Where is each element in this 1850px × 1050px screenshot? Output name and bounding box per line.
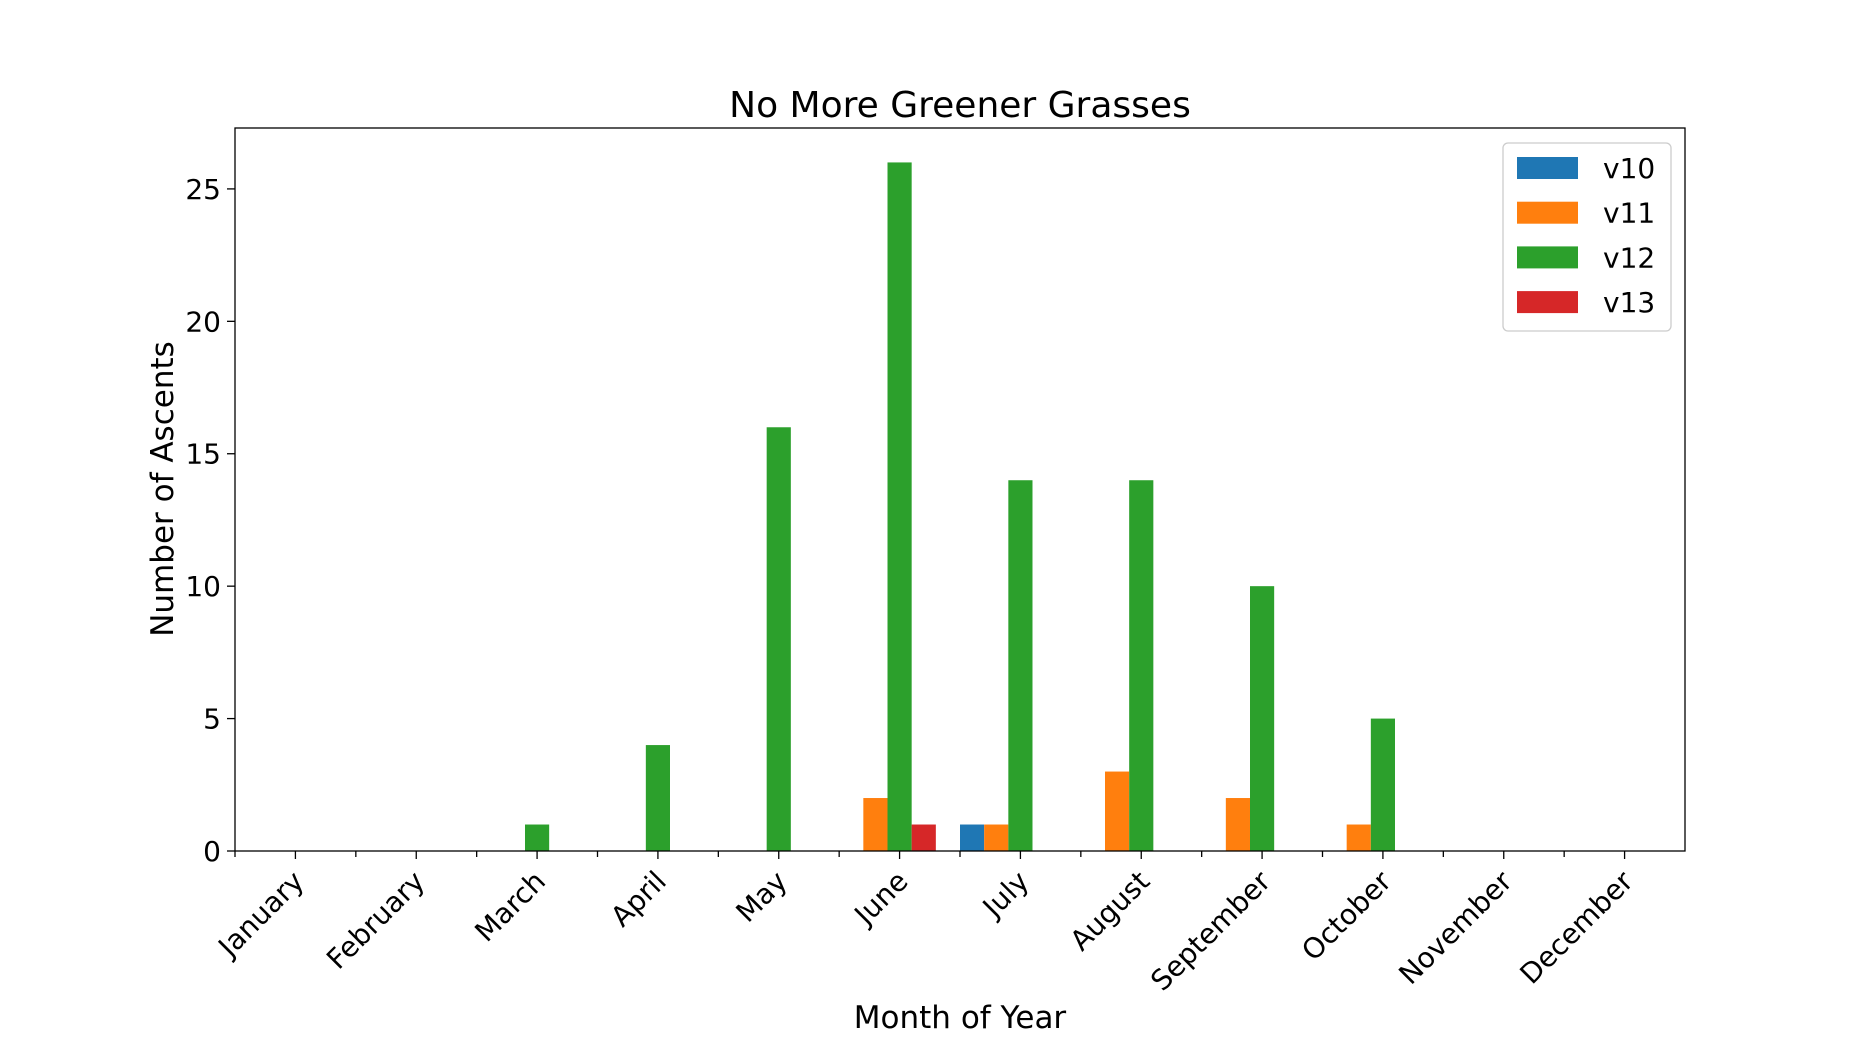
y-tick-label: 20 xyxy=(185,305,221,338)
bar-v10-july xyxy=(960,824,985,851)
legend-label-v12: v12 xyxy=(1603,241,1655,274)
bar-v13-june xyxy=(911,824,936,851)
x-tick-label-march: March xyxy=(468,865,552,949)
bar-v12-july xyxy=(1008,480,1033,851)
legend-box xyxy=(1502,142,1672,332)
x-axis-label: Month of Year xyxy=(854,1000,1067,1036)
y-tick-label: 5 xyxy=(203,703,221,736)
legend-label-v13: v13 xyxy=(1603,286,1655,319)
x-tick-label-october: October xyxy=(1295,864,1398,967)
bar-v12-june xyxy=(887,162,912,851)
bar-v12-september xyxy=(1250,586,1275,851)
x-tick-label-august: August xyxy=(1064,865,1157,958)
x-tick-label-april: April xyxy=(604,865,673,934)
legend-swatch-v13 xyxy=(1517,291,1578,314)
plot-frame xyxy=(234,127,1686,852)
bar-v11-october xyxy=(1346,824,1371,851)
legend-swatch-v11 xyxy=(1517,201,1578,224)
bar-v12-april xyxy=(645,745,670,851)
x-tick-label-january: January xyxy=(211,865,311,965)
y-tick-label: 10 xyxy=(185,570,221,603)
y-tick-label: 0 xyxy=(203,835,221,868)
x-tick-label-june: June xyxy=(847,865,915,933)
x-axis: January February March April May June July Augu… xyxy=(211,851,1640,997)
x-tick-label-december: December xyxy=(1514,864,1640,990)
x-tick-label-july: July xyxy=(975,865,1035,925)
legend: v10 v11 v12 v13 xyxy=(1502,142,1672,332)
x-tick-label-september: September xyxy=(1144,864,1277,997)
chart-title: No More Greener Grasses xyxy=(729,85,1191,126)
legend-label-v10: v10 xyxy=(1603,152,1655,185)
y-axis: 0 5 10 15 20 25 xyxy=(185,173,235,868)
bar-v11-june xyxy=(863,798,888,851)
x-tick-label-november: November xyxy=(1392,864,1519,991)
bar-v12-march xyxy=(525,824,550,851)
bar-v12-august xyxy=(1129,480,1154,851)
legend-swatch-v10 xyxy=(1517,157,1578,179)
x-tick-label-may: May xyxy=(729,865,793,929)
y-tick-label: 15 xyxy=(185,438,221,471)
bar-v11-august xyxy=(1105,771,1130,851)
bar-v11-september xyxy=(1225,798,1250,851)
legend-label-v11: v11 xyxy=(1603,197,1655,230)
x-tick-label-february: February xyxy=(320,865,431,976)
bars xyxy=(525,162,1395,851)
bar-v12-october xyxy=(1370,718,1395,851)
y-tick-label: 25 xyxy=(185,173,221,206)
y-axis-label: Number of Ascents xyxy=(145,341,181,637)
bar-v11-july xyxy=(984,824,1009,851)
legend-swatch-v12 xyxy=(1517,246,1578,269)
bar-v12-may xyxy=(766,427,791,851)
